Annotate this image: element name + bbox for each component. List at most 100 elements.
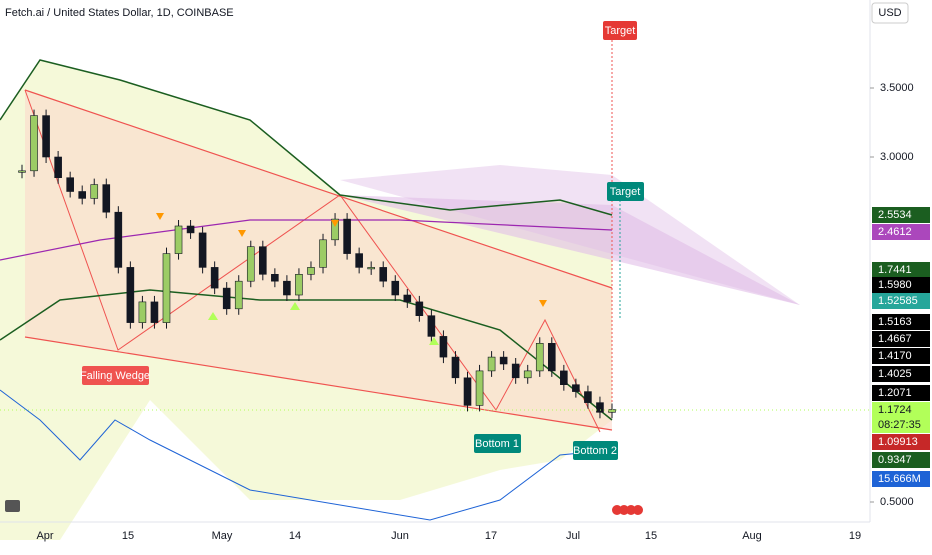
price-badge-label: 1.4170 — [878, 350, 912, 362]
candle — [379, 267, 388, 282]
date-label: 15 — [122, 530, 134, 542]
date-label: 15 — [645, 530, 657, 542]
candle — [511, 363, 520, 379]
price-badge — [872, 331, 930, 347]
price-badge-label: 1.5163 — [878, 316, 912, 328]
price-badge — [872, 277, 930, 293]
signal-up — [429, 337, 439, 345]
price-badge-label: 0.9347 — [878, 454, 912, 466]
signal-down — [331, 220, 339, 227]
target-label: Target — [610, 186, 641, 198]
date-label: 14 — [289, 530, 301, 542]
candle — [246, 246, 255, 282]
label-box — [82, 366, 149, 385]
signal-up — [290, 302, 300, 310]
date-label: 17 — [485, 530, 497, 542]
candle — [162, 253, 171, 323]
label-box — [573, 441, 618, 460]
ma-line — [0, 219, 613, 261]
volume-line — [0, 389, 613, 521]
title: Fetch.ai / United States Dollar, 1D, COI… — [5, 7, 234, 19]
price-badge-label: 1.5980 — [878, 279, 912, 291]
projection-cloud — [340, 165, 800, 305]
bottom2-label: Bottom 2 — [573, 445, 617, 457]
candle — [114, 211, 123, 268]
candle — [584, 391, 592, 403]
signal-up — [208, 312, 218, 320]
price-badge-label: 2.5534 — [878, 209, 912, 221]
price-badge — [872, 402, 930, 418]
price-badge-label: 08:27:35 — [878, 419, 921, 431]
wedge-fill — [25, 90, 612, 430]
candle — [391, 280, 400, 296]
price-badge — [872, 224, 930, 240]
candle — [271, 273, 279, 282]
upper-band — [0, 59, 613, 216]
candle — [307, 267, 315, 275]
candle — [186, 225, 195, 234]
candle — [283, 280, 291, 296]
candle — [439, 336, 448, 358]
price-badge — [872, 452, 930, 468]
date-label: Aug — [742, 530, 762, 542]
date-label: 19 — [849, 530, 861, 542]
price-badge — [872, 262, 930, 278]
flags — [612, 505, 643, 515]
label-box — [603, 21, 637, 40]
price-badge-label: 1.1724 — [878, 404, 912, 416]
label-box — [607, 182, 644, 201]
logo — [5, 500, 20, 512]
signal-down — [238, 230, 246, 237]
candle — [30, 115, 38, 172]
candle — [355, 253, 363, 268]
price-badge — [872, 417, 930, 433]
candle — [427, 315, 436, 337]
price-badge-label: 1.2071 — [878, 387, 912, 399]
signal-down — [156, 213, 164, 220]
price-badge — [872, 434, 930, 450]
price-badge-label: 1.09913 — [878, 436, 918, 448]
target-label: Target — [605, 25, 636, 37]
candle — [535, 342, 544, 372]
price-tick-label: 3.5000 — [880, 82, 914, 94]
price-badge — [872, 207, 930, 223]
falling-wedge-label: Falling Wedge — [80, 370, 150, 382]
price-badge — [872, 293, 930, 309]
price-badge-label: 1.52585 — [878, 295, 918, 307]
date-label: May — [212, 530, 233, 542]
price-tick-label: 0.5000 — [880, 496, 914, 508]
price-badge — [872, 385, 930, 401]
candle — [560, 370, 568, 385]
candle — [596, 402, 604, 413]
candle — [222, 287, 231, 310]
candle — [451, 356, 460, 379]
candle — [403, 294, 412, 303]
wedge-upper — [24, 89, 613, 289]
price-badge — [872, 471, 930, 487]
wedge-lower — [24, 336, 613, 431]
candle — [66, 177, 74, 192]
candle — [572, 384, 580, 392]
currency[interactable]: USD — [878, 7, 901, 19]
candle — [78, 191, 87, 199]
candle — [210, 267, 219, 289]
candle — [90, 184, 99, 199]
candle — [42, 115, 50, 158]
candle — [174, 225, 183, 254]
candle — [102, 184, 111, 213]
price-badge — [872, 366, 930, 382]
price-badge — [872, 314, 930, 330]
candle — [295, 273, 303, 296]
candle — [319, 239, 327, 268]
date-label: Jul — [566, 530, 580, 542]
price-tick-label: 3.0000 — [880, 151, 914, 163]
price-badge — [872, 348, 930, 364]
price-badge-label: 1.7441 — [878, 264, 912, 276]
currency-button[interactable] — [871, 2, 909, 24]
price-badge-label: 1.4667 — [878, 333, 912, 345]
signal-down — [539, 300, 547, 307]
candle — [198, 232, 207, 268]
date-label: Apr — [36, 530, 53, 542]
candle — [234, 280, 243, 310]
